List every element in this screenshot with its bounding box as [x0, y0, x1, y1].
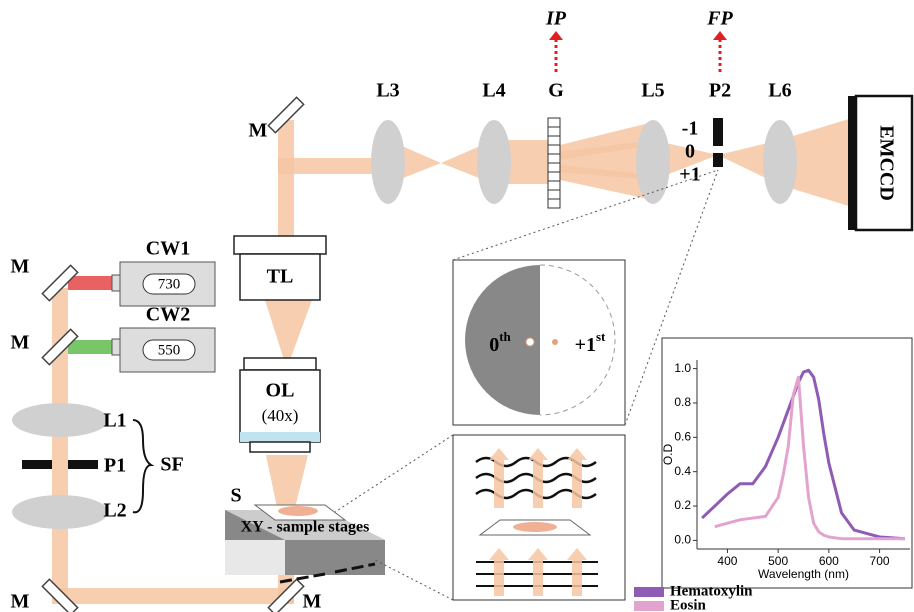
order-spot	[526, 338, 534, 346]
lens	[12, 403, 108, 437]
pinhole	[68, 460, 98, 469]
x-tick-label: 500	[768, 554, 788, 568]
y-tick-label: 1.0	[674, 361, 691, 375]
y-tick-label: 0.2	[674, 498, 691, 512]
label: 730	[158, 276, 181, 292]
label: th	[499, 329, 511, 344]
mirror-label: M	[11, 332, 30, 354]
label: +1	[575, 334, 596, 356]
label: CW2	[146, 304, 190, 326]
laser	[112, 275, 120, 291]
label: L3	[376, 80, 399, 102]
label: TL	[267, 266, 294, 288]
y-axis-label: O.D	[661, 444, 675, 466]
label: 550	[158, 342, 181, 358]
tube-lens	[234, 236, 326, 254]
x-tick-label: 700	[870, 554, 890, 568]
pinhole-p2	[713, 153, 723, 167]
label: G	[548, 80, 564, 102]
arrow-head	[549, 31, 727, 40]
legend-swatch	[634, 587, 664, 597]
order-label: -1	[682, 118, 699, 140]
y-tick-label: 0.6	[674, 429, 691, 443]
chart-frame	[662, 338, 912, 588]
order-spot	[552, 339, 558, 345]
diagram: M M M M M EMCCD L3 L4 G L5 P2 L6 IP FP -…	[0, 0, 914, 612]
label: IP	[545, 8, 567, 30]
label: L6	[768, 80, 791, 102]
label: SF	[160, 454, 183, 476]
label: st	[596, 329, 606, 344]
sample	[278, 506, 318, 516]
y-tick-label: 0.8	[674, 395, 691, 409]
label: P2	[709, 80, 731, 102]
lens	[636, 120, 670, 204]
grating	[548, 118, 560, 208]
lens	[12, 495, 108, 529]
label: L2	[103, 500, 126, 522]
pinhole	[22, 460, 52, 469]
y-tick-label: 0.0	[674, 533, 691, 547]
label: L5	[641, 80, 664, 102]
label: L1	[103, 410, 126, 432]
pinhole-p2	[713, 118, 723, 146]
mirror-label: M	[11, 256, 30, 278]
legend-swatch	[634, 601, 664, 611]
label: 0	[489, 334, 499, 356]
x-tick-label: 400	[717, 554, 737, 568]
x-tick-label: 600	[819, 554, 839, 568]
label: XY - sample stages	[241, 519, 370, 536]
mirror-label: M	[303, 591, 322, 612]
brace	[133, 420, 151, 512]
lens	[477, 120, 511, 204]
label: P1	[104, 455, 126, 477]
legend-label: Eosin	[670, 597, 707, 612]
zoom-line	[335, 435, 453, 600]
mirror-label: M	[249, 120, 268, 142]
label: FP	[706, 8, 733, 30]
label: OL	[266, 380, 295, 402]
sample	[513, 522, 557, 532]
y-tick-label: 0.4	[674, 464, 691, 478]
objective	[244, 358, 316, 370]
arrow	[556, 38, 720, 72]
label: (40x)	[262, 406, 299, 425]
order-label: 0	[685, 141, 695, 163]
objective	[250, 442, 310, 452]
lens	[763, 120, 797, 204]
camera-label: EMCCD	[875, 125, 897, 201]
x-axis-label: Wavelength (nm)	[758, 567, 849, 581]
laser	[112, 339, 120, 355]
label: S	[230, 485, 241, 507]
label: CW1	[146, 238, 190, 260]
stage	[225, 540, 285, 575]
order-label: +1	[679, 164, 700, 186]
label: L4	[482, 80, 505, 102]
lens	[371, 120, 405, 204]
objective-glass	[240, 432, 320, 442]
mirror-label: M	[11, 591, 30, 612]
